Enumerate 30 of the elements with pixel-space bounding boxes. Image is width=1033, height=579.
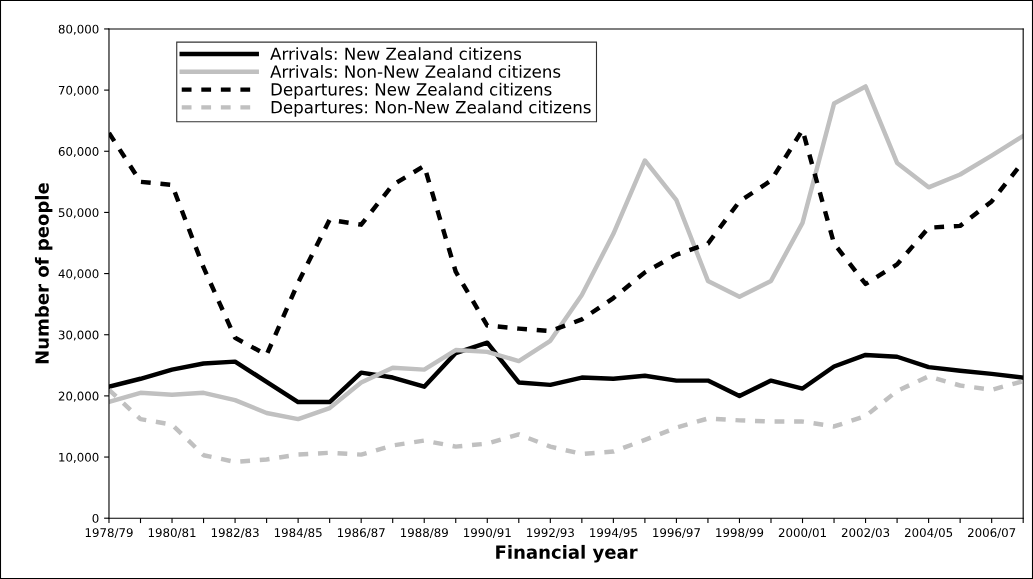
x-tick-label: 2006/07 [968,528,1016,538]
x-tick-label: 1980/81 [148,528,196,538]
x-tick-label: 1998/99 [716,528,764,538]
y-tick-label: 10,000 [59,452,99,463]
y-axis-title: Number of people [34,183,53,364]
x-tick-label: 1986/87 [337,528,385,538]
x-tick-label: 1978/79 [85,528,133,538]
x-tick-label: 1992/93 [527,528,574,538]
y-tick-label: 0 [92,513,99,523]
legend-label: Arrivals: New Zealand citizens [270,47,522,61]
y-tick-label: 80,000 [58,24,99,35]
y-tick-label: 20,000 [58,391,99,402]
x-tick-label: 1988/89 [401,528,448,538]
y-tick-label: 30,000 [58,330,99,341]
y-tick-label: 40,000 [58,269,99,280]
x-tick-label: 1990/91 [464,528,511,538]
legend-label: Arrivals: Non-New Zealand citizens [270,64,561,78]
x-tick-label: 2000/01 [778,528,826,538]
x-tick-label: 2004/05 [904,528,953,538]
y-tick-label: 70,000 [58,85,99,96]
y-tick-label: 50,000 [58,208,99,219]
x-tick-label: 1982/83 [211,528,259,538]
x-axis-title: Financial year [496,544,638,563]
x-tick-label: 1984/85 [274,528,322,538]
x-tick-label: 1996/97 [653,528,700,538]
y-tick-label: 60,000 [58,146,99,158]
legend-label: Departures: Non-New Zealand citizens [271,100,591,117]
x-tick-label: 2002/03 [841,528,890,538]
x-tick-label: 1994/95 [590,528,637,538]
legend-label: Departures: New Zealand citizens [271,82,552,99]
